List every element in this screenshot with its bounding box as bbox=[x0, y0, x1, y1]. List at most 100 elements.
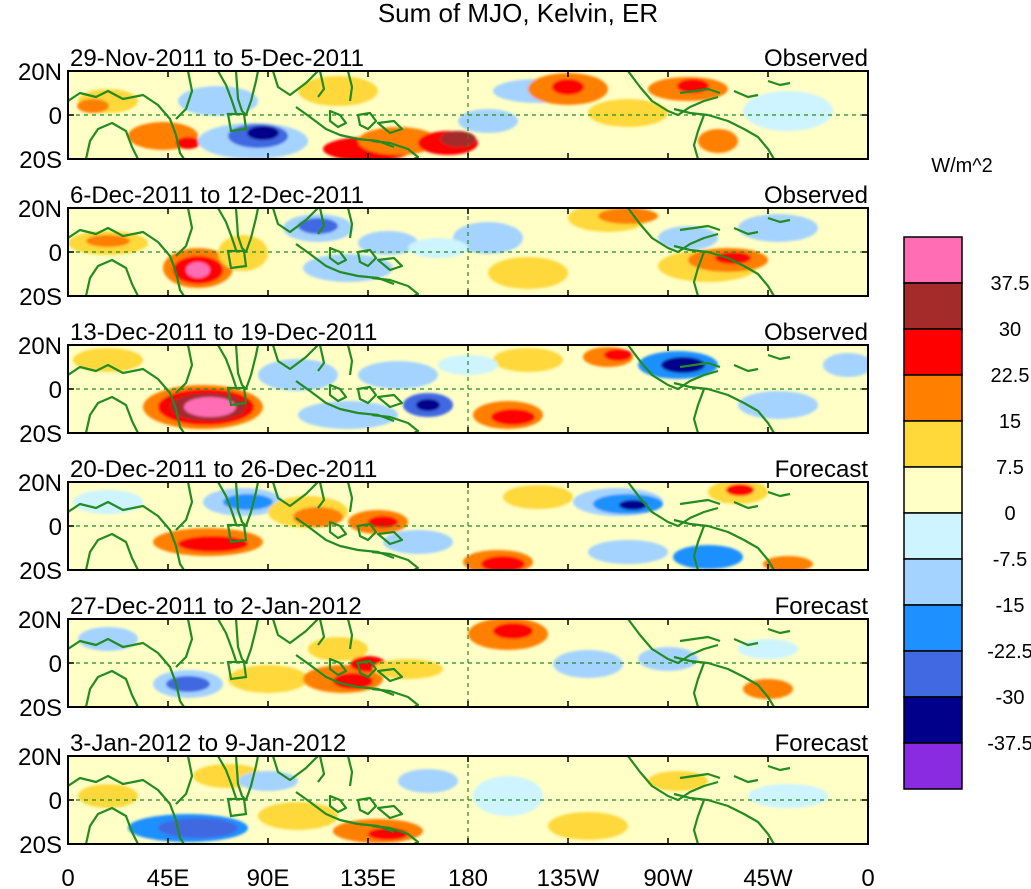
anomaly-blob bbox=[186, 262, 210, 278]
colorbar: 37.5 30 22.5 15 7.5 0 -7.5 -15 -22.5 -30 -37.5 bbox=[903, 236, 1031, 790]
coastline bbox=[346, 756, 354, 787]
lon-label: 135E bbox=[340, 865, 396, 889]
anomaly-blob bbox=[408, 238, 468, 258]
anomaly-blob bbox=[298, 401, 398, 429]
lat-label: 20N bbox=[18, 607, 62, 634]
coastline bbox=[84, 532, 139, 570]
lat-label: 0 bbox=[49, 103, 62, 130]
india-box-marker bbox=[226, 797, 248, 818]
coastline bbox=[346, 345, 354, 376]
coastline bbox=[346, 71, 354, 102]
anomaly-blob bbox=[588, 540, 668, 564]
coastline bbox=[317, 482, 326, 509]
anomaly-blob bbox=[493, 623, 533, 639]
anomaly-blob bbox=[373, 659, 443, 679]
colorbar-swatch bbox=[903, 236, 963, 284]
anomaly-field bbox=[68, 71, 868, 159]
map-panel: 20N 0 20S 27-Dec-2011 to 2-Jan-2012 Forecast bbox=[18, 593, 869, 722]
anomaly-contours bbox=[68, 208, 818, 289]
lon-label: 180 bbox=[448, 865, 488, 889]
coastline bbox=[733, 774, 759, 784]
anomaly-blob bbox=[178, 86, 258, 116]
lat-label: 20N bbox=[18, 470, 62, 497]
coastline bbox=[371, 139, 420, 159]
anomaly-blob bbox=[658, 226, 718, 250]
coastline bbox=[84, 669, 139, 707]
coastline bbox=[328, 246, 348, 266]
lat-label: 20S bbox=[19, 558, 62, 585]
coastline bbox=[692, 251, 706, 296]
lon-label: 0 bbox=[61, 865, 74, 889]
lat-label: 20S bbox=[19, 695, 62, 722]
lat-label: 20S bbox=[19, 147, 62, 174]
panels: 20N 0 20S 29-Nov-2011 to 5-Dec-2011 Observed… bbox=[18, 45, 869, 859]
coastline bbox=[346, 208, 354, 239]
anomaly-blob bbox=[333, 673, 373, 689]
coastline bbox=[371, 550, 420, 570]
coastlines bbox=[68, 208, 791, 296]
anomaly-blob bbox=[223, 494, 273, 510]
anomaly-blob bbox=[458, 109, 518, 133]
panel-type: Observed bbox=[764, 45, 868, 72]
anomaly-field bbox=[68, 482, 868, 570]
colorbar-level: -15 bbox=[996, 595, 1025, 617]
coastlines bbox=[68, 756, 791, 844]
coastline bbox=[767, 353, 791, 361]
coastline bbox=[175, 71, 194, 120]
coastline bbox=[68, 89, 185, 159]
map-panel: 20N 0 20S 29-Nov-2011 to 5-Dec-2011 Observed bbox=[18, 45, 869, 174]
colorbar-swatch bbox=[903, 558, 963, 606]
anomaly-blob bbox=[303, 254, 393, 282]
colorbar-swatch bbox=[903, 696, 963, 744]
anomaly-blob bbox=[368, 516, 398, 528]
coastline bbox=[346, 482, 354, 513]
coastline bbox=[692, 662, 706, 707]
coastline bbox=[68, 637, 185, 707]
longitude-axis: 0 45E 90E 135E 180 135W 90W 45W 0 bbox=[61, 865, 874, 889]
coastline bbox=[271, 345, 319, 371]
coastline bbox=[356, 248, 378, 268]
anomaly-blob bbox=[258, 802, 338, 830]
coastline bbox=[356, 659, 378, 679]
coastline bbox=[328, 520, 348, 540]
coastline bbox=[673, 518, 775, 570]
coastline bbox=[346, 619, 354, 650]
anomaly-blob bbox=[73, 348, 143, 372]
colorbar-swatch bbox=[903, 512, 963, 560]
coastline bbox=[679, 87, 721, 95]
panel-period: 3-Jan-2012 to 9-Jan-2012 bbox=[70, 730, 346, 757]
colorbar-level: -37.5 bbox=[987, 733, 1031, 755]
panel-period: 13-Dec-2011 to 19-Dec-2011 bbox=[70, 319, 377, 346]
anomaly-blob bbox=[308, 637, 368, 661]
coastline bbox=[376, 119, 404, 135]
coastline bbox=[317, 619, 326, 646]
coastline bbox=[68, 774, 185, 844]
coastline bbox=[328, 383, 348, 403]
coastline bbox=[328, 794, 348, 814]
colorbar-level: 30 bbox=[999, 319, 1021, 341]
anomaly-blob bbox=[743, 91, 833, 131]
coastline bbox=[679, 361, 721, 369]
coastline bbox=[317, 71, 326, 98]
anomaly-contours bbox=[73, 482, 813, 570]
map-panel: 20N 0 20S 6-Dec-2011 to 12-Dec-2011 Observed bbox=[18, 182, 869, 311]
anomaly-blob bbox=[491, 409, 535, 425]
india-box-marker bbox=[226, 660, 248, 681]
coastline bbox=[673, 381, 775, 433]
coastline bbox=[217, 345, 238, 388]
anomaly-blob bbox=[726, 484, 754, 496]
coastline bbox=[175, 619, 194, 668]
coastline bbox=[679, 772, 721, 780]
colorbar-swatch bbox=[903, 604, 963, 652]
coastline bbox=[175, 756, 194, 805]
anomaly-blob bbox=[440, 131, 476, 147]
anomaly-blob bbox=[604, 349, 632, 361]
anomaly-blob bbox=[453, 222, 523, 254]
colorbar-swatch bbox=[903, 374, 963, 422]
lat-label: 20N bbox=[18, 196, 62, 223]
coastline bbox=[376, 256, 404, 272]
lat-label: 20N bbox=[18, 744, 62, 771]
colorbar-level: 15 bbox=[999, 411, 1021, 433]
india-box-marker bbox=[226, 249, 248, 270]
anomaly-blob bbox=[247, 126, 279, 140]
